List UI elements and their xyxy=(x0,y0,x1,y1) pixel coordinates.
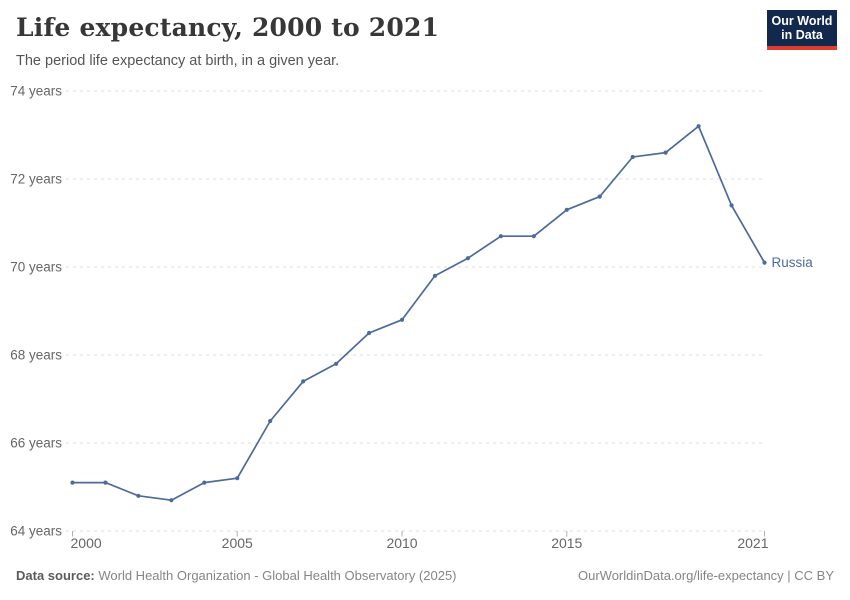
data-point-marker[interactable] xyxy=(70,480,75,485)
data-point-marker[interactable] xyxy=(630,154,635,160)
chart-subtitle: The period life expectancy at birth, in … xyxy=(16,53,340,69)
data-point-marker[interactable] xyxy=(597,194,602,199)
data-point-marker[interactable] xyxy=(169,498,174,503)
data-source-text: World Health Organization - Global Healt… xyxy=(94,568,457,583)
data-point-marker[interactable] xyxy=(564,207,569,212)
data-point-marker[interactable] xyxy=(301,379,306,384)
license-note: OurWorldinData.org/life-expectancy | CC … xyxy=(577,568,834,583)
y-axis-tick-label: 70 years xyxy=(10,260,62,275)
data-point-marker[interactable] xyxy=(235,476,240,481)
data-point-marker[interactable] xyxy=(136,493,141,498)
x-axis-tick-label: 2010 xyxy=(386,535,417,551)
data-point-marker[interactable] xyxy=(268,418,273,424)
data-source-note: Data source: World Health Organization -… xyxy=(16,568,457,583)
x-axis-tick-label: 2005 xyxy=(222,535,253,551)
y-axis-tick-label: 64 years xyxy=(10,524,62,539)
x-axis-tick-label: 2021 xyxy=(737,535,768,551)
owid-logo[interactable]: Our World in Data xyxy=(767,10,837,50)
y-axis-tick-label: 68 years xyxy=(10,348,62,363)
data-point-marker[interactable] xyxy=(103,480,108,485)
data-point-marker[interactable] xyxy=(432,273,438,278)
data-point-marker[interactable] xyxy=(399,317,405,322)
y-axis-tick-label: 72 years xyxy=(10,172,62,187)
y-axis-tick-label: 66 years xyxy=(10,436,62,451)
data-point-marker[interactable] xyxy=(498,234,503,239)
data-point-marker[interactable] xyxy=(531,234,536,239)
series-line-russia[interactable] xyxy=(71,125,766,502)
data-point-marker[interactable] xyxy=(696,124,701,129)
owid-logo-line2: in Data xyxy=(781,28,823,42)
owid-logo-line1: Our World xyxy=(771,13,833,28)
page-title: Life expectancy, 2000 to 2021 xyxy=(16,13,440,42)
data-point-marker[interactable] xyxy=(762,260,767,265)
chart-footer: Data source: World Health Organization -… xyxy=(0,568,850,588)
data-point-marker[interactable] xyxy=(465,256,471,261)
series-end-label-russia[interactable]: Russia xyxy=(772,255,814,270)
x-axis-tick-label: 2000 xyxy=(71,535,102,551)
data-point-marker[interactable] xyxy=(663,150,668,155)
x-axis-tick-label: 2015 xyxy=(551,535,582,551)
y-axis-tick-label: 74 years xyxy=(10,84,62,99)
data-point-marker[interactable] xyxy=(729,203,734,208)
data-point-marker[interactable] xyxy=(366,330,372,336)
data-point-marker[interactable] xyxy=(202,480,207,485)
data-source-label: Data source: xyxy=(16,568,95,583)
data-point-marker[interactable] xyxy=(334,361,339,366)
